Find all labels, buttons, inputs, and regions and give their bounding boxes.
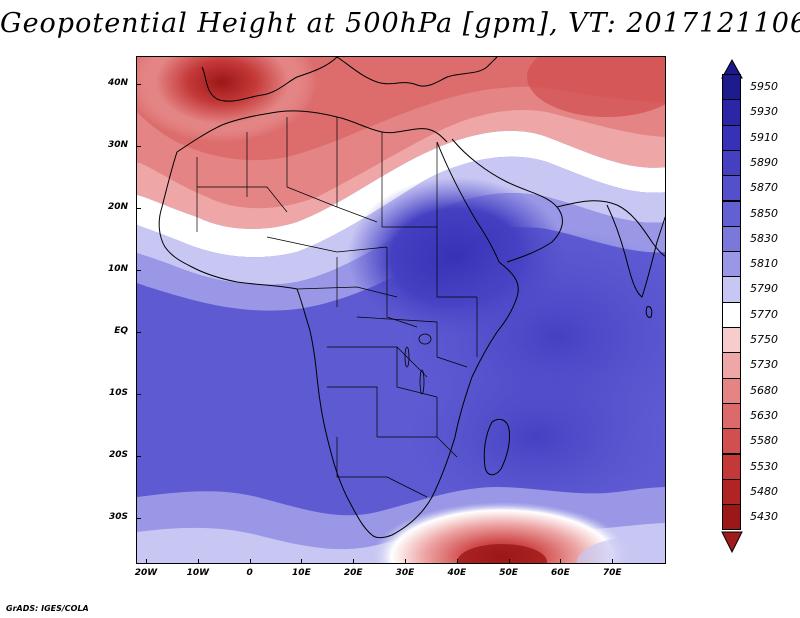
lat-label: 30S [108,512,128,522]
colorbar-swatch [722,276,741,303]
lat-label: 40N [107,78,128,88]
lon-label: 60E [551,568,570,578]
lon-label: 50E [499,568,518,578]
lat-tick [136,84,141,85]
lon-label: 70E [602,568,622,578]
colorbar-swatch [722,402,741,430]
colorbar-label: 5910 [750,130,778,144]
colorbar-label: 5680 [750,383,778,397]
colorbar-label: 5430 [750,510,778,524]
colorbar-swatch [722,200,741,227]
colorbar-swatch [722,453,741,480]
coastlines [158,57,665,539]
colorbar-swatch [722,149,741,177]
lat-tick [136,270,141,271]
colorbar-swatch [722,175,741,202]
colorbar-swatch [722,99,741,126]
colorbar-swatch [722,504,741,531]
colorbar-swatch [722,377,741,404]
lon-tick [405,559,406,564]
height-field [137,57,665,563]
lon-tick [197,559,199,564]
colorbar-label: 5630 [750,408,778,422]
lat-label: 10S [108,388,128,398]
lat-label: EQ [114,326,128,336]
lon-label: 10E [292,568,311,578]
colorbar-swatch [722,327,741,354]
lon-tick [353,559,355,564]
colorbar-label: 5890 [750,155,778,169]
lat-label: 30N [107,140,128,150]
lon-tick [249,559,251,564]
lon-label: 0 [246,568,253,578]
lat-tick [136,208,141,209]
colorbar-label: 5790 [750,282,778,296]
chart-title: Geopotential Height at 500hPa [gpm], VT:… [0,8,800,39]
colorbar-label: 5480 [750,484,778,498]
lat-tick [136,518,141,519]
colorbar-swatch [722,352,741,379]
lon-tick [456,559,458,564]
lat-tick [136,394,141,395]
colorbar-swatch [722,478,741,506]
lat-label: 10N [107,264,128,274]
lon-tick [560,559,562,564]
lon-label: 40E [447,568,467,578]
colorbar-swatch [722,124,741,151]
lon-tick [508,559,510,564]
lon-label: 30E [395,568,415,578]
colorbar-swatch [722,251,741,278]
colorbar-label: 5870 [750,181,778,195]
lon-label: 10W [186,568,210,578]
colorbar-label: 5530 [750,459,778,473]
colorbar-label: 5730 [750,358,778,372]
colorbar-swatch [722,225,741,253]
colorbar-label: 5580 [750,434,778,448]
colorbar-label: 5770 [750,307,778,321]
colorbar-label: 5930 [750,105,778,119]
lat-label: 20N [107,202,128,212]
map-panel [136,56,666,564]
country-borders [196,117,478,498]
lat-tick [136,456,141,457]
colorbar-swatch [722,74,741,101]
lon-label: 20W [134,568,158,578]
colorbar-swatch [722,428,741,455]
colorbar-label: 5830 [750,231,778,245]
colorbar-swatch [722,301,741,328]
lat-tick [136,332,141,333]
colorbar-label: 5810 [750,257,778,271]
credit-text: GrADS: IGES/COLA [6,604,89,613]
colorbar-label: 5950 [750,80,778,93]
colorbar-label: 5750 [750,333,778,346]
lon-tick [301,559,303,564]
lon-label: 20E [343,568,363,578]
lat-label: 20S [108,450,128,460]
colorbar-bottom-arrow [721,531,743,554]
lon-tick [612,559,614,564]
colorbar-label: 5850 [750,206,778,220]
lat-tick [136,146,141,147]
lon-tick [146,559,147,564]
